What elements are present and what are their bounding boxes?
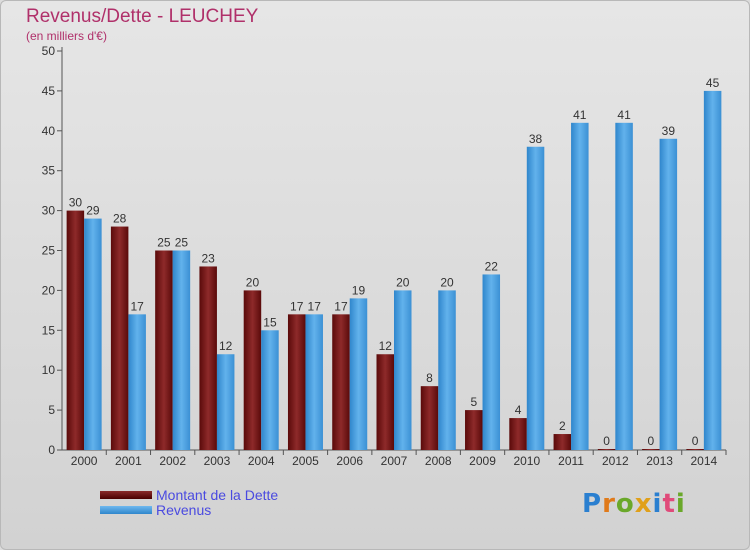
data-label-debt: 20 bbox=[246, 275, 260, 289]
y-tick-label: 35 bbox=[42, 164, 56, 178]
data-label-revenus: 41 bbox=[617, 108, 631, 122]
y-tick-label: 30 bbox=[42, 204, 56, 218]
y-tick-label: 15 bbox=[42, 323, 56, 337]
bar-debt bbox=[376, 354, 394, 450]
data-label-revenus: 15 bbox=[263, 315, 277, 329]
bar-debt bbox=[243, 290, 262, 450]
x-tick-label: 2002 bbox=[159, 454, 186, 468]
x-tick-label: 2003 bbox=[204, 454, 231, 468]
bar-revenus bbox=[172, 250, 191, 450]
bar-debt bbox=[66, 210, 85, 450]
data-label-debt: 2 bbox=[559, 419, 566, 433]
data-label-debt: 23 bbox=[202, 251, 216, 265]
bar-revenus bbox=[84, 218, 102, 450]
bar-debt bbox=[553, 434, 572, 450]
bar-revenus bbox=[349, 298, 368, 450]
bar-debt bbox=[642, 449, 660, 450]
x-tick-label: 2007 bbox=[381, 454, 408, 468]
y-tick-label: 0 bbox=[48, 443, 55, 457]
y-tick-label: 40 bbox=[42, 124, 56, 138]
bar-debt bbox=[686, 449, 704, 450]
bar-debt bbox=[420, 386, 439, 450]
x-tick-label: 2012 bbox=[602, 454, 629, 468]
data-label-debt: 17 bbox=[290, 299, 304, 313]
data-label-debt: 17 bbox=[334, 299, 348, 313]
bar-debt bbox=[509, 418, 527, 450]
data-label-revenus: 17 bbox=[130, 299, 144, 313]
x-tick-label: 2010 bbox=[513, 454, 540, 468]
data-label-revenus: 29 bbox=[86, 204, 100, 218]
x-tick-label: 2006 bbox=[336, 454, 363, 468]
bar-revenus bbox=[305, 314, 323, 450]
bar-revenus bbox=[438, 290, 456, 450]
data-label-debt: 12 bbox=[379, 339, 393, 353]
bar-debt bbox=[465, 410, 483, 450]
data-label-debt: 8 bbox=[426, 371, 433, 385]
data-label-revenus: 25 bbox=[175, 236, 189, 250]
x-tick-label: 2013 bbox=[646, 454, 673, 468]
data-label-revenus: 20 bbox=[396, 275, 410, 289]
data-label-debt: 28 bbox=[113, 212, 127, 226]
data-label-debt: 5 bbox=[470, 395, 477, 409]
data-label-debt: 25 bbox=[157, 236, 171, 250]
bar-revenus bbox=[261, 330, 279, 450]
x-tick-label: 2004 bbox=[248, 454, 275, 468]
x-tick-label: 2000 bbox=[71, 454, 98, 468]
legend-item-revenus: Revenus bbox=[100, 501, 278, 518]
y-tick-label: 25 bbox=[42, 244, 56, 258]
y-tick-label: 45 bbox=[42, 84, 56, 98]
bar-debt bbox=[199, 266, 217, 450]
bar-revenus bbox=[526, 146, 545, 450]
data-label-revenus: 45 bbox=[706, 76, 720, 90]
y-tick-label: 20 bbox=[42, 283, 56, 297]
legend: Montant de la Dette Revenus bbox=[100, 486, 279, 518]
data-label-revenus: 38 bbox=[529, 132, 543, 146]
proxiti-logo: Proxiti bbox=[582, 489, 686, 519]
bar-debt bbox=[597, 449, 616, 450]
data-label-revenus: 41 bbox=[573, 108, 587, 122]
y-tick-label: 5 bbox=[48, 403, 55, 417]
x-tick-label: 2008 bbox=[425, 454, 452, 468]
chart-title: Revenus/Dette - LEUCHEY bbox=[26, 6, 259, 27]
bar-debt bbox=[155, 250, 173, 450]
data-label-debt: 4 bbox=[515, 403, 522, 417]
data-label-revenus: 22 bbox=[485, 259, 499, 273]
legend-label-revenus: Revenus bbox=[156, 501, 212, 518]
x-tick-label: 2009 bbox=[469, 454, 496, 468]
bar-revenus bbox=[216, 354, 235, 450]
legend-swatch-debt bbox=[100, 490, 152, 499]
x-tick-label: 2005 bbox=[292, 454, 319, 468]
y-tick-label: 50 bbox=[42, 44, 56, 58]
bar-revenus bbox=[659, 138, 678, 450]
x-tick-label: 2014 bbox=[691, 454, 718, 468]
bar-debt bbox=[332, 314, 350, 450]
legend-item-debt: Montant de la Dette bbox=[100, 486, 279, 503]
bar-revenus bbox=[703, 90, 722, 451]
bar-revenus bbox=[571, 122, 589, 450]
data-label-debt: 30 bbox=[69, 196, 83, 210]
data-label-revenus: 17 bbox=[308, 299, 322, 313]
legend-label-debt: Montant de la Dette bbox=[156, 486, 279, 503]
y-tick-label: 10 bbox=[42, 363, 56, 377]
data-label-revenus: 20 bbox=[440, 275, 454, 289]
bar-debt bbox=[110, 226, 129, 450]
data-label-revenus: 39 bbox=[662, 124, 676, 138]
bar-revenus bbox=[128, 314, 146, 450]
data-label-revenus: 19 bbox=[352, 283, 366, 297]
bar-revenus bbox=[482, 274, 501, 450]
chart-subtitle: (en milliers d'€) bbox=[26, 29, 107, 43]
data-label-debt: 0 bbox=[648, 434, 655, 448]
x-tick-label: 2011 bbox=[558, 454, 584, 468]
bar-revenus bbox=[394, 290, 412, 450]
legend-swatch-revenus bbox=[100, 505, 152, 514]
bar-debt bbox=[287, 314, 306, 450]
data-label-revenus: 12 bbox=[219, 339, 233, 353]
data-label-debt: 0 bbox=[692, 434, 699, 448]
x-tick-label: 2001 bbox=[115, 454, 142, 468]
bar-revenus bbox=[615, 122, 633, 450]
data-label-debt: 0 bbox=[603, 434, 610, 448]
